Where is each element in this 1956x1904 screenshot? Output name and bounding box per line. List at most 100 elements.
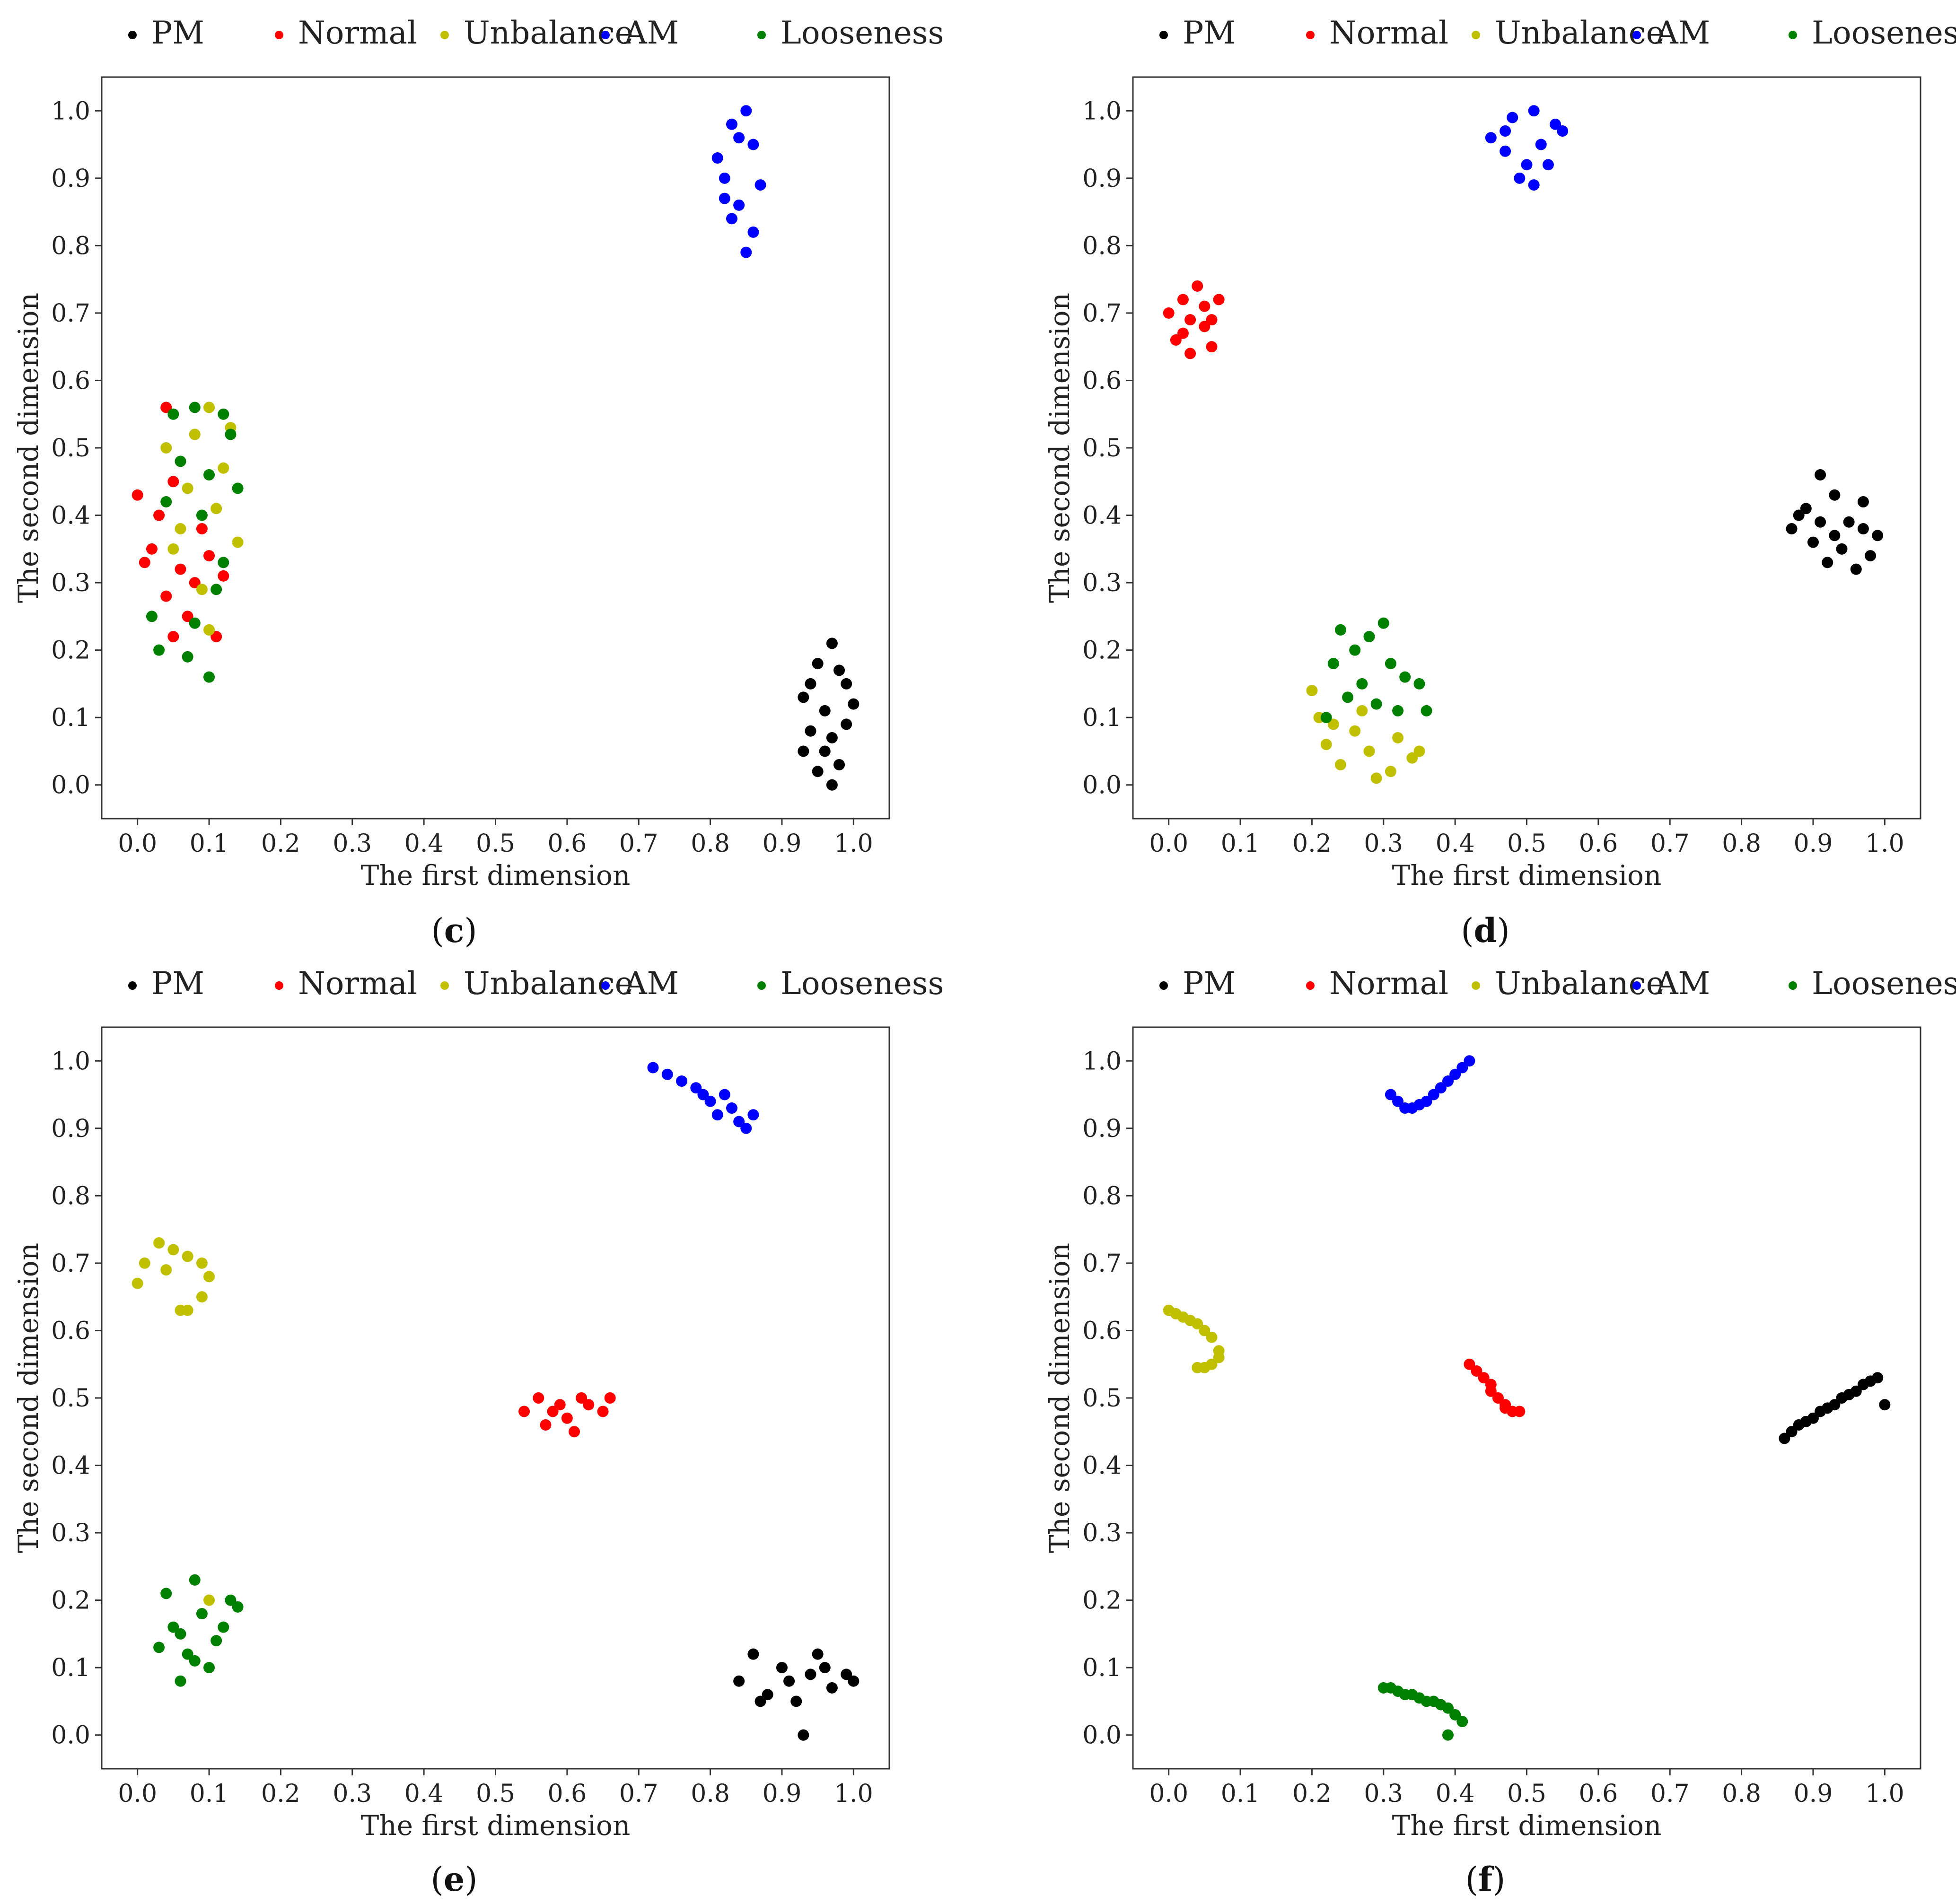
x-tick-label: 0.8 [691, 830, 730, 858]
point-looseness [189, 402, 201, 413]
legend-label-pm: PM [151, 965, 204, 1002]
y-tick-label: 0.8 [1082, 1182, 1122, 1210]
x-tick-label: 0.2 [1292, 1780, 1332, 1808]
x-tick-label: 0.9 [763, 1780, 802, 1808]
point-normal [1206, 341, 1218, 353]
x-axis-title: The first dimension [361, 1809, 631, 1842]
legend-label-looseness: Looseness [781, 15, 944, 51]
point-pm [1829, 489, 1841, 501]
point-looseness [203, 469, 215, 481]
legend-marker-normal [1306, 981, 1315, 990]
panel-f: PMNormalUnbalanceAMLooseness0.00.00.10.1… [1044, 965, 1956, 1899]
x-tick-label: 0.1 [1221, 830, 1260, 858]
legend-marker-normal [1306, 31, 1315, 39]
y-tick-label: 0.1 [51, 1654, 90, 1682]
point-am [1449, 1068, 1461, 1080]
point-unbalance [189, 428, 201, 440]
y-tick-label: 0.9 [51, 165, 90, 193]
point-looseness [182, 1648, 193, 1660]
y-tick-label: 0.3 [51, 1519, 90, 1547]
point-pm [812, 1648, 824, 1660]
point-normal [1514, 1406, 1526, 1417]
legend-label-pm: PM [1183, 15, 1236, 51]
x-tick-label: 0.6 [548, 830, 587, 858]
y-tick-label: 0.2 [1082, 637, 1122, 665]
x-tick-label: 0.9 [1794, 1780, 1833, 1808]
x-tick-label: 0.8 [1722, 1780, 1761, 1808]
legend-marker-pm [128, 31, 137, 39]
point-pm [1807, 1412, 1819, 1424]
point-am [661, 1068, 673, 1080]
y-tick-label: 0.1 [1082, 1654, 1122, 1682]
point-unbalance [196, 1291, 208, 1303]
point-normal [597, 1406, 609, 1417]
x-tick-label: 0.2 [261, 830, 300, 858]
series-looseness [1320, 617, 1432, 724]
point-looseness [182, 651, 193, 663]
point-unbalance [1334, 759, 1346, 770]
point-looseness [153, 644, 165, 656]
legend-marker-am [601, 981, 610, 990]
legend-label-am: AM [1655, 15, 1710, 51]
point-pm [805, 678, 816, 690]
series-looseness [1377, 1682, 1468, 1741]
y-tick-label: 0.3 [51, 569, 90, 597]
point-normal [604, 1392, 616, 1404]
point-looseness [1349, 644, 1361, 656]
point-looseness [189, 617, 201, 629]
point-unbalance [1349, 725, 1361, 737]
point-normal [569, 1426, 580, 1438]
x-tick-label: 0.3 [1364, 1780, 1403, 1808]
point-pm [1836, 543, 1848, 555]
point-pm [841, 1668, 852, 1680]
point-pm [790, 1695, 802, 1707]
series-pm [1786, 469, 1884, 575]
x-axis-title: The first dimension [1392, 859, 1662, 891]
point-normal [1464, 1358, 1475, 1370]
point-looseness [160, 496, 172, 508]
x-tick-label: 0.0 [1149, 1780, 1188, 1808]
y-tick-label: 0.1 [1082, 704, 1122, 732]
legend-label-am: AM [1655, 965, 1710, 1002]
point-am [1514, 172, 1526, 184]
point-pm [1815, 516, 1826, 528]
point-pm [1829, 530, 1841, 542]
panel-caption: (e) [430, 1860, 477, 1899]
point-am [711, 1109, 723, 1121]
point-normal [196, 523, 208, 535]
point-normal [160, 402, 172, 413]
point-am [733, 199, 745, 211]
series-looseness [146, 402, 244, 683]
point-normal [554, 1399, 566, 1411]
point-am [726, 118, 737, 130]
series-normal [1464, 1358, 1526, 1417]
point-unbalance [1306, 685, 1318, 697]
x-tick-label: 0.7 [1650, 830, 1690, 858]
point-looseness [225, 1594, 237, 1606]
point-pm [826, 1682, 838, 1694]
point-pm [1800, 503, 1812, 515]
point-pm [1786, 523, 1798, 535]
point-am [1435, 1082, 1447, 1094]
y-tick-label: 0.4 [1082, 502, 1122, 530]
legend-label-looseness: Looseness [1812, 965, 1956, 1002]
legend-marker-unbalance [440, 981, 449, 990]
point-normal [540, 1419, 552, 1431]
plot-frame [101, 76, 890, 820]
point-pm [1857, 523, 1869, 535]
x-tick-label: 0.7 [619, 830, 658, 858]
legend-label-pm: PM [151, 15, 204, 51]
point-pm [1879, 1399, 1891, 1411]
point-looseness [175, 1675, 186, 1687]
x-tick-label: 0.3 [1364, 830, 1403, 858]
x-tick-label: 0.5 [476, 1780, 515, 1808]
x-tick-label: 0.3 [333, 830, 372, 858]
y-axis-title: The second dimension [1044, 1243, 1076, 1553]
panel-caption: (f) [1465, 1860, 1506, 1899]
point-normal [561, 1412, 573, 1424]
x-tick-label: 0.6 [548, 1780, 587, 1808]
point-looseness [1449, 1709, 1461, 1721]
point-am [733, 132, 745, 144]
plot-frame [101, 1026, 890, 1770]
